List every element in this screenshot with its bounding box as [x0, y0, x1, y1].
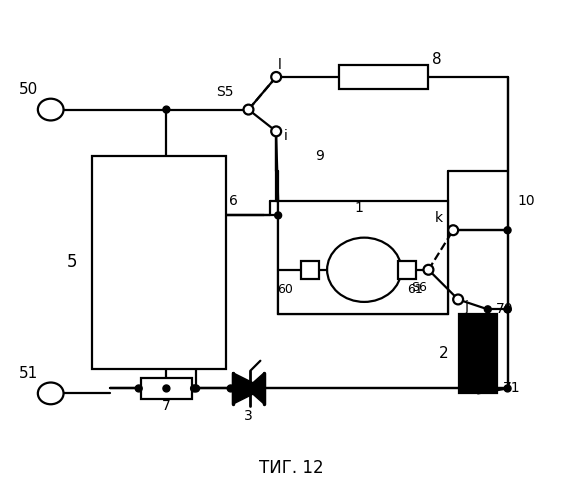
Bar	[301, 261, 319, 278]
Text: 5: 5	[67, 254, 78, 272]
Bar	[398, 261, 416, 278]
Text: S6: S6	[410, 281, 427, 294]
Text: 1: 1	[359, 252, 369, 268]
Polygon shape	[247, 372, 264, 404]
Text: S5: S5	[216, 85, 234, 99]
Polygon shape	[233, 372, 251, 404]
Circle shape	[244, 104, 254, 115]
Text: 50: 50	[19, 82, 38, 98]
Circle shape	[504, 227, 511, 234]
Circle shape	[504, 385, 511, 392]
Polygon shape	[233, 372, 264, 404]
Ellipse shape	[327, 238, 401, 302]
Text: 9: 9	[315, 149, 324, 163]
Text: j: j	[464, 300, 468, 314]
Text: 71: 71	[503, 382, 520, 396]
Bar	[141, 378, 192, 400]
Text: k: k	[434, 212, 442, 226]
Circle shape	[504, 306, 511, 313]
Circle shape	[448, 226, 458, 235]
Circle shape	[453, 294, 463, 304]
Text: 6: 6	[229, 194, 238, 207]
Circle shape	[227, 385, 234, 392]
Circle shape	[484, 306, 491, 313]
Ellipse shape	[38, 98, 64, 120]
Text: 2: 2	[438, 346, 448, 362]
Text: 3: 3	[244, 409, 253, 423]
Circle shape	[163, 106, 170, 113]
Bar	[339, 65, 429, 89]
Text: l: l	[278, 58, 282, 72]
Bar	[459, 314, 497, 394]
Bar	[92, 156, 226, 368]
Text: 1: 1	[355, 202, 364, 215]
Circle shape	[163, 385, 170, 392]
Text: 51: 51	[19, 366, 38, 381]
Text: 61: 61	[407, 283, 423, 296]
Text: 60: 60	[277, 283, 293, 296]
Bar	[278, 200, 448, 314]
Circle shape	[504, 306, 511, 313]
Circle shape	[135, 385, 142, 392]
Circle shape	[423, 265, 433, 274]
Text: ΤИГ. 12: ΤИГ. 12	[259, 458, 324, 476]
Circle shape	[192, 385, 199, 392]
Text: 7: 7	[162, 399, 171, 413]
Circle shape	[271, 72, 281, 82]
Circle shape	[275, 212, 282, 219]
Text: 8: 8	[431, 52, 441, 66]
Circle shape	[271, 126, 281, 136]
Text: 10: 10	[518, 194, 535, 207]
Circle shape	[191, 385, 198, 392]
Text: 70: 70	[496, 302, 513, 316]
Text: i: i	[284, 130, 288, 143]
Ellipse shape	[38, 382, 64, 404]
